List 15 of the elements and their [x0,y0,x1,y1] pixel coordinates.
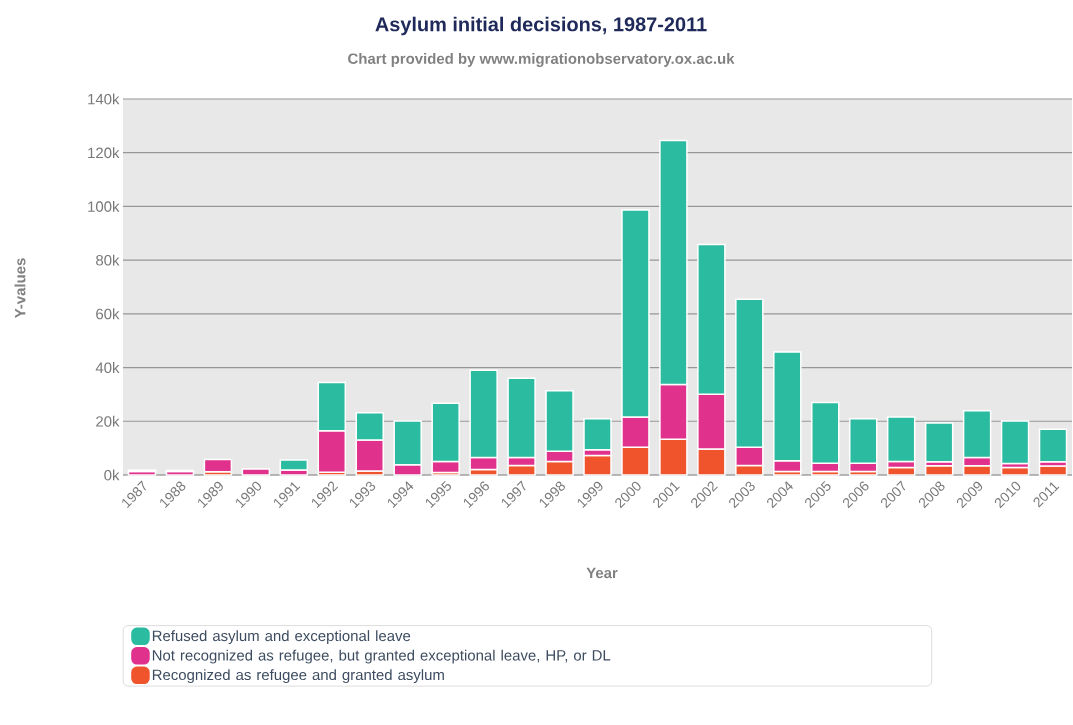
legend-label: Recognized as refugee and granted asylum [152,669,444,684]
y-tick-label: 20k [96,415,120,427]
chart-subtitle: Chart provided by www.migrationobservatory.ox.ac.uk [348,52,735,67]
y-tick-label: 0k [104,469,120,481]
y-tick-label: 140k [88,93,120,105]
y-tick-label: 120k [88,147,120,159]
x-axis-title: Year [586,567,618,579]
y-axis-title: Y-values [14,258,26,319]
y-tick-label: 60k [96,308,120,320]
y-tick-label: 40k [95,362,120,374]
y-tick-label: 80k [96,254,120,266]
chart-title: Asylum initial decisions, 1987-2011 [375,16,707,36]
legend-label: Not recognized as refugee, but granted exceptional leave, HP, or DL [152,649,611,664]
legend-label: Refused asylum and exceptional leave [152,630,411,645]
y-tick-label: 100k [88,200,120,212]
